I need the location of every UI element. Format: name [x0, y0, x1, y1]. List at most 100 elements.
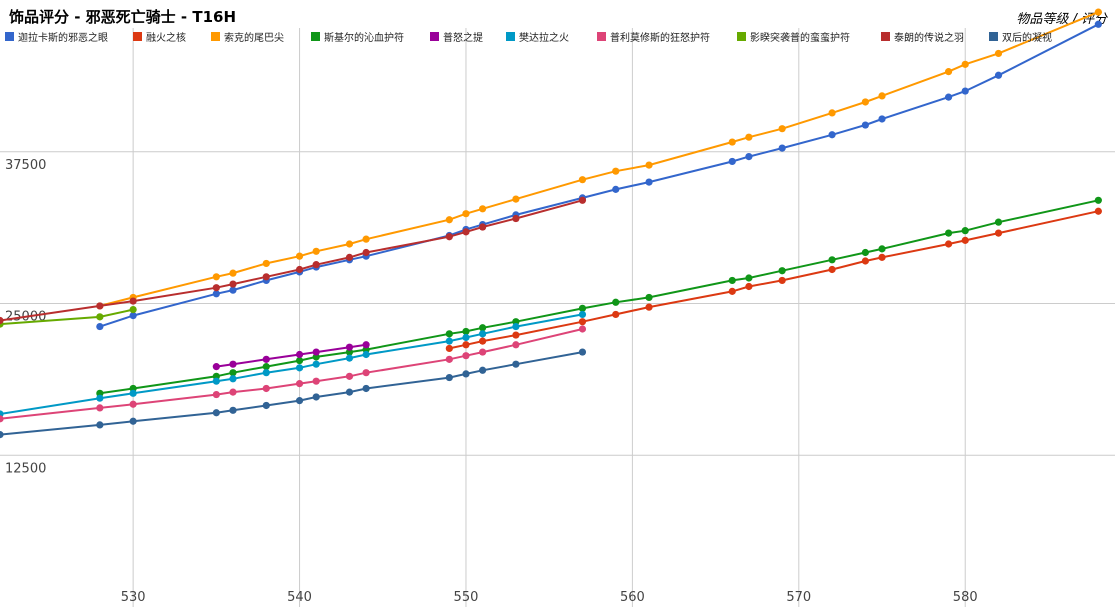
data-point	[1094, 207, 1102, 215]
data-point	[445, 373, 453, 382]
data-point	[878, 92, 886, 100]
data-point	[129, 417, 137, 425]
data-point	[861, 98, 869, 106]
data-point	[1094, 8, 1102, 16]
legend-swatch	[311, 32, 320, 41]
x-tick-label: 580	[953, 590, 978, 605]
legend: 迦拉卡斯的邪恶之眼 融火之核 索克的尾巴尖 斯基尔的沁血护符 普怒之提 樊达拉之火 普利莫修…	[5, 31, 1052, 44]
data-point	[229, 280, 237, 288]
series-9	[0, 348, 587, 439]
data-point	[861, 257, 869, 265]
data-point	[362, 384, 370, 393]
series-4	[212, 341, 370, 371]
x-tick-label: 570	[786, 590, 811, 605]
data-point	[312, 360, 320, 368]
data-point	[295, 397, 304, 405]
data-point	[961, 87, 969, 95]
legend-swatch	[989, 32, 998, 41]
data-point	[229, 269, 237, 277]
legend-swatch	[597, 32, 606, 41]
data-point	[312, 247, 320, 255]
data-point	[262, 273, 270, 281]
legend-item: 樊达拉之火	[506, 31, 569, 44]
data-point	[445, 233, 453, 241]
data-point	[212, 273, 220, 281]
data-point	[745, 282, 753, 291]
data-point	[512, 195, 520, 203]
data-point	[445, 330, 453, 338]
data-point	[229, 360, 237, 368]
data-point	[479, 223, 487, 231]
legend-item: 普利莫修斯的狂怒护符	[597, 31, 710, 44]
data-point	[229, 375, 237, 383]
data-point	[0, 431, 4, 439]
data-point	[212, 290, 220, 298]
data-point	[778, 276, 786, 285]
data-point	[362, 235, 370, 243]
data-point	[994, 71, 1003, 79]
data-point	[944, 229, 953, 237]
data-point	[745, 133, 753, 141]
data-point	[578, 304, 587, 312]
data-point	[212, 363, 220, 371]
data-point	[462, 341, 470, 349]
data-point	[479, 330, 487, 338]
data-point	[462, 210, 470, 218]
series-line	[0, 313, 583, 415]
data-point	[129, 305, 137, 314]
series-line	[0, 328, 583, 420]
x-tick-label: 550	[454, 590, 479, 605]
data-point	[295, 380, 304, 388]
data-point	[479, 366, 487, 374]
data-point	[295, 350, 304, 359]
data-point	[728, 138, 736, 146]
chart-title: 饰品评分 - 邪恶死亡骑士 - T16H	[9, 8, 237, 26]
legend-swatch	[506, 32, 515, 41]
data-point	[612, 298, 620, 306]
data-point	[262, 401, 270, 410]
data-point	[778, 144, 786, 152]
series-1	[445, 207, 1102, 353]
data-point	[878, 115, 886, 123]
data-point	[96, 404, 104, 412]
legend-swatch	[133, 32, 142, 41]
series-5	[0, 310, 587, 418]
x-tick-label: 540	[287, 590, 312, 605]
legend-item: 索克的尾巴尖	[211, 31, 284, 44]
data-point	[312, 377, 320, 385]
data-point	[645, 293, 653, 302]
data-point	[0, 316, 4, 325]
series-6	[0, 325, 587, 423]
data-point	[728, 276, 736, 285]
legend-label: 双后的凝视	[1002, 31, 1052, 44]
data-point	[212, 409, 220, 417]
legend-swatch	[737, 32, 746, 41]
legend-swatch	[5, 32, 14, 41]
series-line	[0, 199, 583, 322]
legend-item: 双后的凝视	[989, 31, 1052, 44]
data-point	[96, 421, 104, 429]
data-point	[828, 265, 836, 274]
data-point	[878, 253, 886, 261]
data-point	[345, 253, 354, 261]
data-point	[479, 205, 487, 213]
data-point	[645, 161, 653, 169]
series-8	[0, 196, 587, 325]
data-point	[262, 369, 270, 377]
data-point	[645, 303, 653, 311]
data-point	[961, 227, 969, 235]
data-point	[229, 406, 237, 414]
data-point	[129, 400, 137, 408]
data-point	[262, 384, 270, 393]
x-tick-label: 560	[620, 590, 645, 605]
data-point	[362, 341, 370, 349]
data-point	[861, 121, 869, 129]
data-point	[229, 286, 237, 294]
data-point	[212, 284, 220, 292]
legend-swatch	[881, 32, 890, 41]
data-point	[512, 214, 520, 223]
data-point	[578, 176, 587, 184]
data-point	[994, 229, 1003, 237]
